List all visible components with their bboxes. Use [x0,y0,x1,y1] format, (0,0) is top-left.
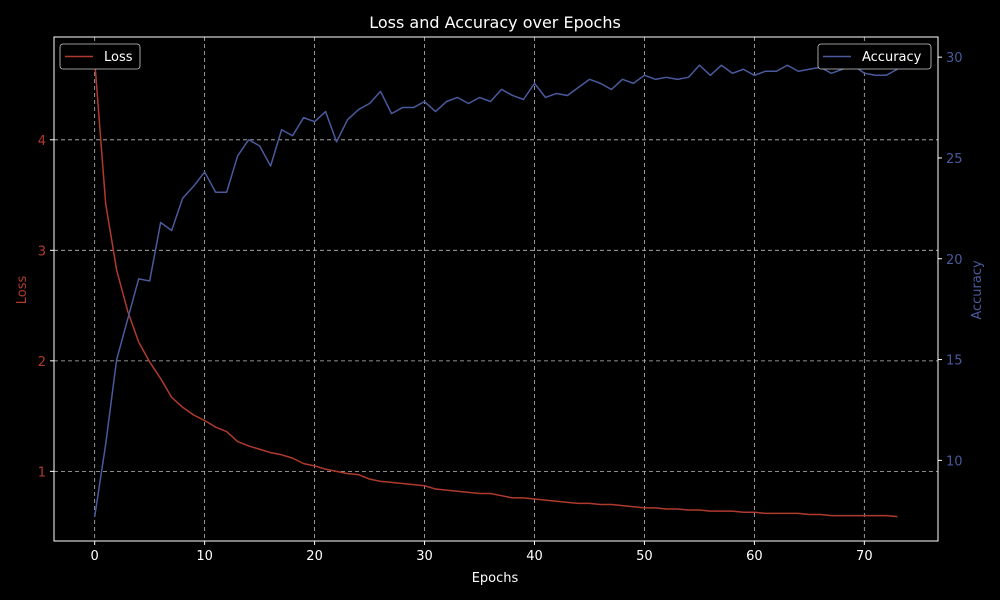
y-right-tick-label: 25 [946,152,963,167]
series-lines [93,60,898,518]
y-left-tick-label: 4 [38,134,46,149]
y-left-tick-label: 2 [38,355,46,370]
y-left-tick-label: 1 [38,465,46,480]
y-right-tick-label: 15 [946,354,963,369]
y-axis-right-label: Accuracy [970,260,985,320]
x-tick-label: 70 [856,549,873,564]
y-axis-left-label: Loss [15,276,30,305]
legend-loss-label: Loss [104,50,133,65]
y-right-tick-label: 30 [946,51,963,66]
y-right-tick-label: 10 [946,454,963,469]
loss-line [93,60,898,518]
axes [53,36,939,542]
chart-title: Loss and Accuracy over Epochs [369,13,621,32]
x-tick-label: 50 [636,549,653,564]
y-right-tick-label: 20 [946,253,963,268]
plot-frame [53,36,939,542]
x-tick-label: 20 [306,549,323,564]
legend-accuracy-box [817,43,932,70]
x-axis-label: Epochs [472,571,519,586]
y-left-tick-label: 3 [38,244,46,259]
x-tick-label: 30 [416,549,433,564]
x-tick-label: 0 [91,549,99,564]
x-tick-label: 60 [746,549,763,564]
accuracy-line [93,64,898,517]
x-tick-label: 40 [526,549,543,564]
ticks: 0 10 20 30 40 50 60 70 1 2 3 4 10 15 20 25 30 [38,51,963,564]
legend-accuracy: Accuracy [817,43,932,70]
legend-loss-box [59,43,141,70]
x-tick-label: 10 [196,549,213,564]
legend-loss: Loss [59,43,141,70]
legend-accuracy-label: Accuracy [862,50,922,65]
